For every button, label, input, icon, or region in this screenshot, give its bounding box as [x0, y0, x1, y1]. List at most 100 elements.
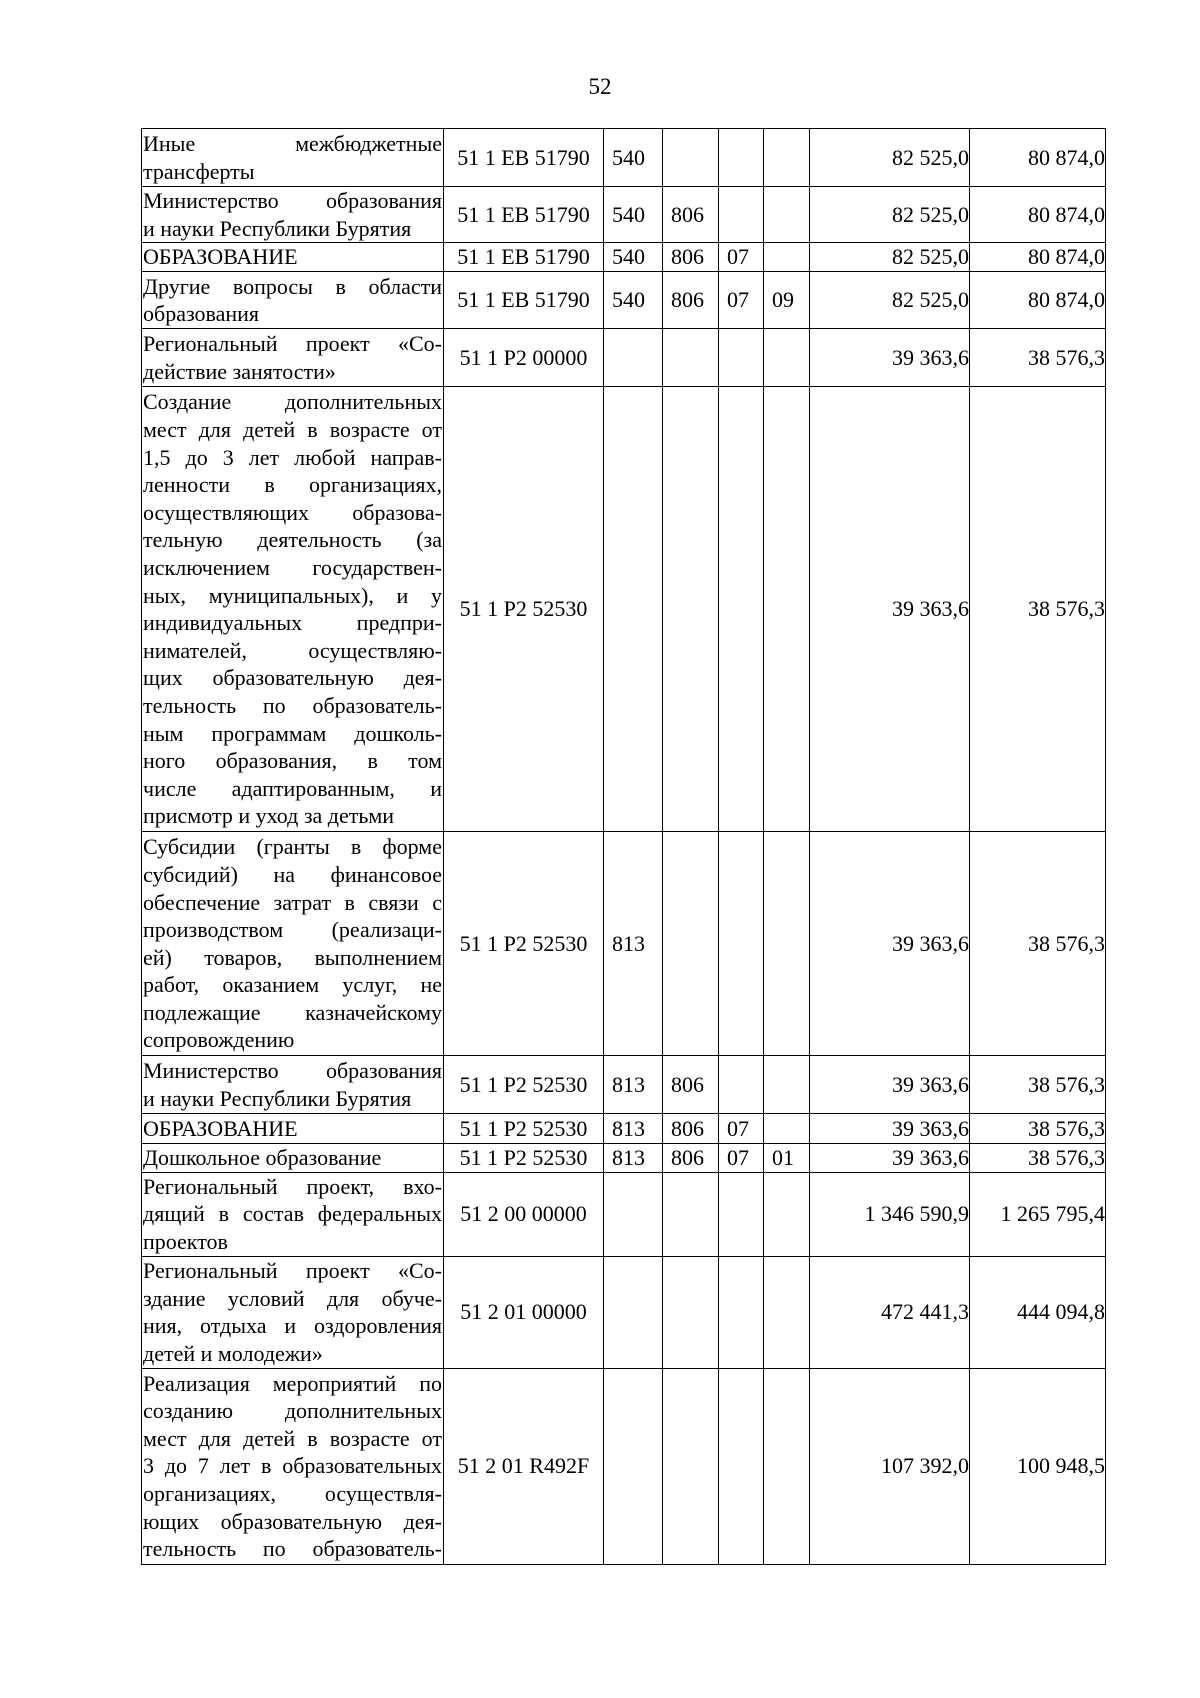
target-code: 51 1 EB 51790	[443, 242, 604, 273]
subsection-code	[763, 328, 810, 388]
amount-year-2: 1 265 795,4	[969, 1171, 1106, 1257]
expense-type	[603, 386, 663, 833]
target-code: 51 2 01 00000	[443, 1255, 604, 1369]
ministry-code: 806	[662, 185, 719, 244]
section-code	[718, 1367, 764, 1565]
target-code: 51 1 EB 51790	[443, 128, 604, 187]
row-description: Субсидии (гранты в форме субсидий) на фин…	[141, 831, 444, 1057]
description-line: нимателей, осуществляю-	[143, 637, 442, 663]
row-description: Региональный проект «Со-действие занятос…	[141, 328, 444, 388]
description-line: ных, муниципальных), и у	[143, 582, 442, 608]
ministry-code	[662, 386, 719, 833]
description-line: ОБРАЗОВАНИЕ	[143, 244, 298, 270]
description-line: производством (реализаци-	[143, 917, 442, 943]
ministry-code: 806	[662, 1113, 719, 1145]
section-code: 07	[718, 1143, 764, 1173]
description-line: проектов	[143, 1229, 228, 1255]
subsection-code	[763, 1171, 810, 1257]
description-line: и науки Республики Бурятия	[143, 1085, 412, 1111]
description-line: и науки Республики Бурятия	[143, 215, 412, 241]
ministry-code	[662, 1367, 719, 1565]
amount-year-1: 82 525,0	[809, 242, 970, 273]
amount-year-2: 80 874,0	[969, 242, 1106, 273]
table-row: Иные межбюджетные трансферты 51 1 EB 51790…	[141, 128, 1106, 187]
ministry-code	[662, 328, 719, 388]
description-line: ющих образовательную дея-	[143, 1508, 442, 1534]
amount-year-1: 39 363,6	[809, 1143, 970, 1173]
expense-type: 813	[603, 831, 663, 1057]
table-row: Министерство образования и науки Республи…	[141, 1055, 1106, 1115]
amount-year-1: 107 392,0	[809, 1367, 970, 1565]
amount-year-1: 39 363,6	[809, 328, 970, 388]
subsection-code	[763, 1113, 810, 1145]
table-row: Министерство образования и науки Республи…	[141, 185, 1106, 244]
section-code	[718, 386, 764, 833]
table-row: Реализация мероприятий по созданию дополн…	[141, 1367, 1106, 1565]
table-row: Создание дополнительных мест для детей в …	[141, 386, 1106, 833]
table-row: Другие вопросы в области образования 51 1 …	[141, 271, 1106, 330]
section-code: 07	[718, 242, 764, 273]
amount-year-2: 38 576,3	[969, 328, 1106, 388]
description-line: Дошкольное образование	[143, 1145, 382, 1171]
description-line: Создание дополнительных	[143, 389, 442, 415]
target-code: 51 1 P2 52530	[443, 831, 604, 1057]
description-line: ОБРАЗОВАНИЕ	[143, 1115, 298, 1141]
description-line: ленности в организациях,	[143, 472, 442, 498]
description-line: организациях, осуществля-	[143, 1481, 442, 1507]
description-line: дящий в состав федеральных	[143, 1201, 442, 1227]
row-description: Создание дополнительных мест для детей в …	[141, 386, 444, 833]
target-code: 51 2 00 00000	[443, 1171, 604, 1257]
ministry-code	[662, 128, 719, 187]
amount-year-2: 38 576,3	[969, 831, 1106, 1057]
target-code: 51 1 P2 52530	[443, 1113, 604, 1145]
subsection-code	[763, 128, 810, 187]
ministry-code	[662, 1255, 719, 1369]
table-row: Дошкольное образование 51 1 P2 52530 813 80…	[141, 1143, 1106, 1173]
subsection-code: 09	[763, 271, 810, 330]
description-line: 1,5 до 3 лет любой направ-	[143, 444, 442, 470]
section-code	[718, 328, 764, 388]
amount-year-2: 100 948,5	[969, 1367, 1106, 1565]
section-code	[718, 831, 764, 1057]
description-line: сопровождению	[143, 1027, 295, 1053]
expense-type: 540	[603, 128, 663, 187]
row-description: ОБРАЗОВАНИЕ	[141, 1113, 444, 1145]
ministry-code	[662, 831, 719, 1057]
description-line: ей) товаров, выполнением	[143, 944, 442, 970]
description-line: тельную деятельность (за	[143, 527, 442, 553]
amount-year-2: 80 874,0	[969, 271, 1106, 330]
amount-year-1: 82 525,0	[809, 271, 970, 330]
description-line: Министерство образования	[143, 188, 442, 213]
description-line: здание условий для обуче-	[143, 1285, 442, 1311]
description-line: тельность по образователь-	[143, 1536, 442, 1562]
table-row: Региональный проект, вхо-дящий в состав …	[141, 1171, 1106, 1257]
expense-type: 813	[603, 1113, 663, 1145]
amount-year-2: 38 576,3	[969, 1055, 1106, 1115]
description-line: субсидий) на финансовое	[143, 861, 442, 887]
subsection-code	[763, 1055, 810, 1115]
target-code: 51 1 P2 52530	[443, 386, 604, 833]
description-line: Другие вопросы в области	[143, 273, 442, 299]
subsection-code	[763, 1367, 810, 1565]
subsection-code	[763, 831, 810, 1057]
table-row: Субсидии (гранты в форме субсидий) на фин…	[141, 831, 1106, 1057]
amount-year-1: 39 363,6	[809, 1113, 970, 1145]
row-description: Региональный проект «Со-здание условий д…	[141, 1255, 444, 1369]
expense-type: 813	[603, 1143, 663, 1173]
description-line: работ, оказанием услуг, не	[143, 972, 442, 998]
expense-type: 813	[603, 1055, 663, 1115]
description-line: 3 до 7 лет в образовательных	[143, 1453, 442, 1479]
row-description: Реализация мероприятий по созданию дополн…	[141, 1367, 444, 1565]
description-line: Министерство образования	[143, 1058, 442, 1084]
section-code	[718, 185, 764, 244]
description-line: исключением государствен-	[143, 555, 442, 580]
section-code: 07	[718, 271, 764, 330]
ministry-code	[662, 1171, 719, 1257]
row-description: ОБРАЗОВАНИЕ	[141, 242, 444, 273]
amount-year-1: 39 363,6	[809, 386, 970, 833]
row-description: Министерство образования и науки Республи…	[141, 1055, 444, 1115]
expense-type	[603, 1255, 663, 1369]
description-line: детей и молодежи»	[143, 1340, 323, 1366]
amount-year-1: 82 525,0	[809, 128, 970, 187]
expense-type	[603, 1367, 663, 1565]
